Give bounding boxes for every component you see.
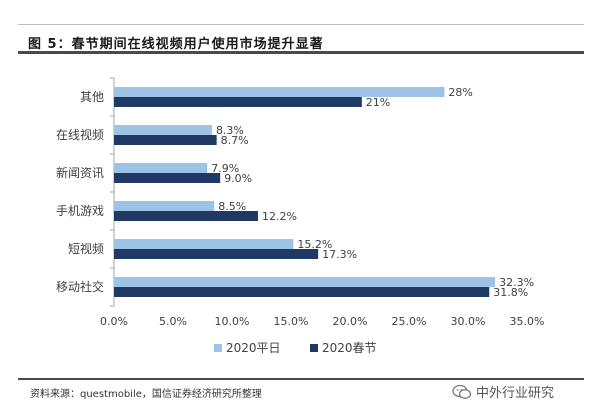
bar-weekday xyxy=(114,163,208,173)
bottom-divider xyxy=(18,378,584,380)
watermark-text: 中外行业研究 xyxy=(476,386,555,401)
bar-spring-festival xyxy=(114,173,221,183)
x-tick-label: 25.0% xyxy=(392,315,427,328)
x-tick-label: 0.0% xyxy=(100,315,128,328)
value-label: 31.8% xyxy=(493,286,528,299)
x-tick-label: 10.0% xyxy=(215,315,250,328)
bar-weekday xyxy=(114,277,496,287)
value-label: 8.7% xyxy=(221,134,249,147)
title-bar: 图 5：春节期间在线视频用户使用市场提升显著 xyxy=(18,24,584,54)
watermark: 中外行业研究 xyxy=(452,382,554,401)
bar-weekday xyxy=(114,201,215,211)
value-label: 9.0% xyxy=(224,172,252,185)
bar-spring-festival xyxy=(114,287,490,297)
bar-spring-festival xyxy=(114,211,258,221)
x-tick-label: 5.0% xyxy=(159,315,187,328)
category-label: 在线视频 xyxy=(56,127,104,142)
value-label: 32.3% xyxy=(499,276,534,289)
bar-chart: 其他 28% 21% 在线视频 8.3%8.7% 新闻资讯 7.9%9.0% 手机游戏 8.5%… xyxy=(56,77,545,355)
value-label: 17.3% xyxy=(322,248,357,261)
legend-swatch xyxy=(310,344,318,352)
category-label: 短视频 xyxy=(68,241,104,256)
chart-title: 图 5：春节期间在线视频用户使用市场提升显著 xyxy=(28,37,324,52)
bar-spring-festival xyxy=(114,135,217,145)
value-label: 15.2% xyxy=(297,238,332,251)
x-tick-label: 20.0% xyxy=(333,315,368,328)
category-label: 新闻资讯 xyxy=(56,165,104,180)
bar-weekday xyxy=(114,239,294,249)
x-tick-label: 30.0% xyxy=(451,315,486,328)
legend-swatch xyxy=(214,344,222,352)
value-label: 21% xyxy=(366,96,390,109)
bar-spring-festival xyxy=(114,97,362,107)
value-label: 12.2% xyxy=(262,210,297,223)
bar-weekday xyxy=(114,125,212,135)
legend-label: 2020春节 xyxy=(322,341,377,355)
x-tick-label: 35.0% xyxy=(510,315,545,328)
bar-weekday xyxy=(114,87,445,97)
category-label: 移动社交 xyxy=(56,279,104,294)
category-label: 手机游戏 xyxy=(56,204,104,218)
source-note: 资料来源：questmobile，国信证券经济研究所整理 xyxy=(30,389,262,400)
legend-label: 2020平日 xyxy=(226,341,281,355)
bar-spring-festival xyxy=(114,249,319,259)
value-label: 8.3% xyxy=(216,124,244,137)
value-label: 28% xyxy=(448,86,472,99)
value-label: 8.5% xyxy=(218,200,246,213)
category-label: 其他 xyxy=(80,90,104,104)
x-tick-label: 15.0% xyxy=(274,315,309,328)
wechat-icon xyxy=(452,384,472,400)
value-label: 7.9% xyxy=(211,162,239,175)
